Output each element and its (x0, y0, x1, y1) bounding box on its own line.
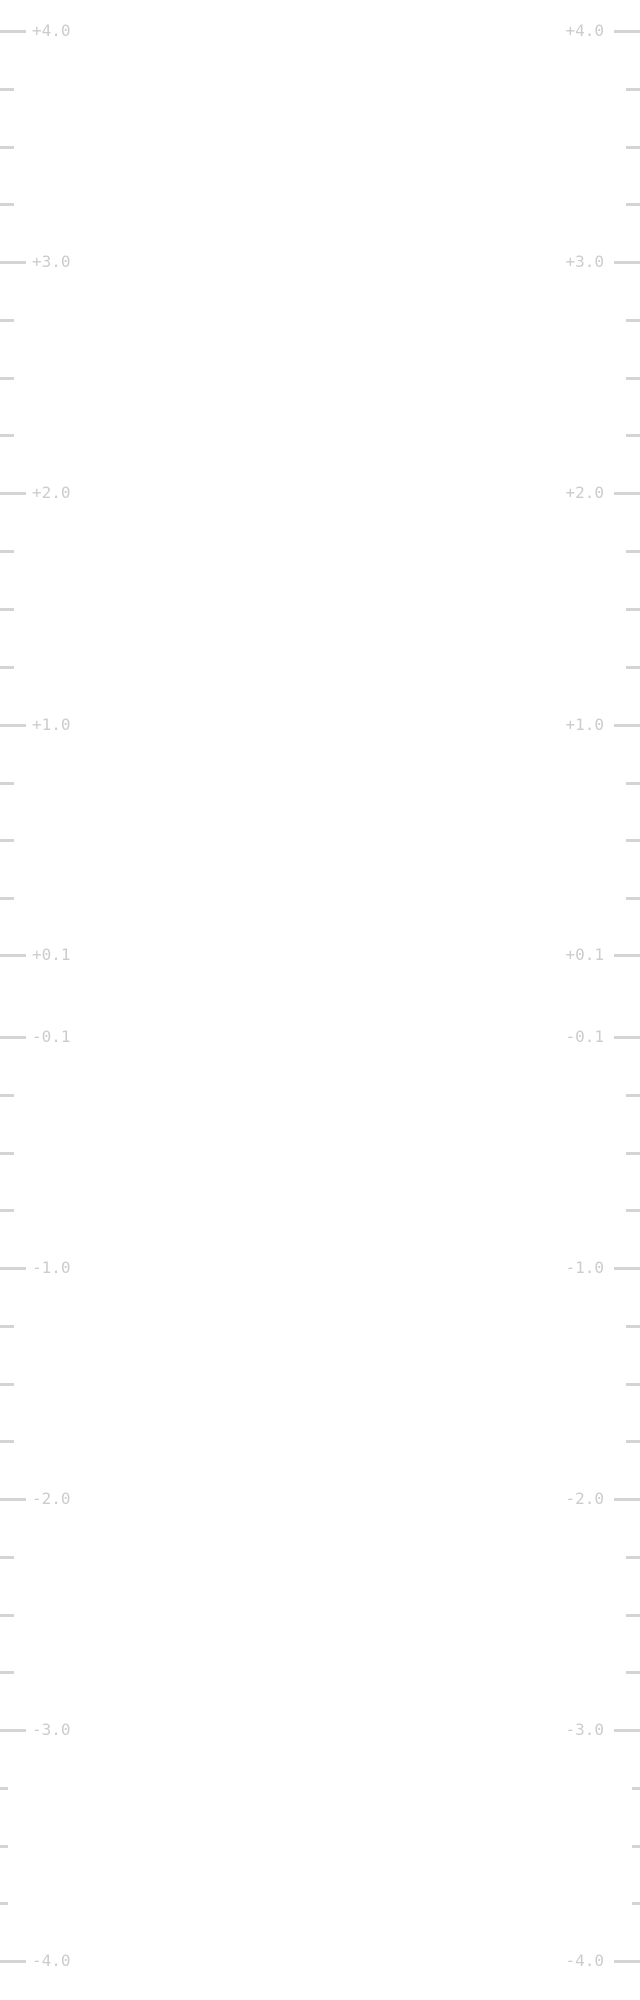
right-minor-tick (632, 1845, 640, 1848)
left-minor-tick (0, 1787, 8, 1790)
right-scale-label: -4.0 (565, 1951, 604, 1970)
left-minor-tick (0, 1671, 14, 1674)
right-minor-tick (626, 897, 640, 900)
right-minor-tick (626, 1325, 640, 1328)
right-minor-tick (626, 203, 640, 206)
right-minor-tick (626, 434, 640, 437)
left-minor-tick (0, 666, 14, 669)
left-minor-tick (0, 608, 14, 611)
left-scale-label: -4.0 (32, 1951, 71, 1970)
left-scale-label: +1.0 (32, 715, 71, 734)
left-minor-tick (0, 1440, 14, 1443)
right-major-tick (614, 261, 640, 264)
right-minor-tick (626, 1671, 640, 1674)
right-major-tick (614, 30, 640, 33)
right-minor-tick (632, 1902, 640, 1905)
left-major-tick (0, 1036, 26, 1039)
left-scale-label: +2.0 (32, 483, 71, 502)
right-minor-tick (626, 1383, 640, 1386)
right-scale-label: -3.0 (565, 1720, 604, 1739)
right-minor-tick (626, 1152, 640, 1155)
right-minor-tick (626, 1440, 640, 1443)
right-minor-tick (626, 666, 640, 669)
right-major-tick (614, 1498, 640, 1501)
right-minor-tick (626, 782, 640, 785)
left-scale-label: -3.0 (32, 1720, 71, 1739)
right-minor-tick (626, 319, 640, 322)
right-minor-tick (626, 608, 640, 611)
left-minor-tick (0, 550, 14, 553)
right-major-tick (614, 1036, 640, 1039)
right-major-tick (614, 1960, 640, 1963)
left-major-tick (0, 954, 26, 957)
left-major-tick (0, 492, 26, 495)
left-minor-tick (0, 146, 14, 149)
left-major-tick (0, 1267, 26, 1270)
right-minor-tick (626, 1556, 640, 1559)
right-minor-tick (626, 839, 640, 842)
left-minor-tick (0, 1325, 14, 1328)
right-minor-tick (626, 146, 640, 149)
left-scale-label: +4.0 (32, 21, 71, 40)
left-major-tick (0, 724, 26, 727)
right-minor-tick (626, 550, 640, 553)
left-minor-tick (0, 88, 14, 91)
right-major-tick (614, 1267, 640, 1270)
left-scale-label: -2.0 (32, 1489, 71, 1508)
left-minor-tick (0, 377, 14, 380)
right-scale-label: +0.1 (565, 945, 604, 964)
left-minor-tick (0, 1902, 8, 1905)
left-minor-tick (0, 897, 14, 900)
left-minor-tick (0, 1209, 14, 1212)
left-scale-label: -1.0 (32, 1258, 71, 1277)
left-minor-tick (0, 434, 14, 437)
left-minor-tick (0, 1614, 14, 1617)
left-major-tick (0, 261, 26, 264)
left-scale-label: +3.0 (32, 252, 71, 271)
right-scale-label: -2.0 (565, 1489, 604, 1508)
right-scale-label: +3.0 (565, 252, 604, 271)
left-minor-tick (0, 1383, 14, 1386)
left-scale-label: -0.1 (32, 1027, 71, 1046)
right-scale-label: -1.0 (565, 1258, 604, 1277)
left-minor-tick (0, 1845, 8, 1848)
left-major-tick (0, 1960, 26, 1963)
right-scale-label: +4.0 (565, 21, 604, 40)
left-minor-tick (0, 1152, 14, 1155)
right-minor-tick (626, 377, 640, 380)
left-major-tick (0, 30, 26, 33)
right-major-tick (614, 954, 640, 957)
left-minor-tick (0, 1094, 14, 1097)
right-scale-label: +1.0 (565, 715, 604, 734)
right-minor-tick (626, 88, 640, 91)
left-major-tick (0, 1729, 26, 1732)
left-minor-tick (0, 782, 14, 785)
right-major-tick (614, 492, 640, 495)
right-minor-tick (626, 1209, 640, 1212)
left-minor-tick (0, 1556, 14, 1559)
left-minor-tick (0, 839, 14, 842)
left-scale-label: +0.1 (32, 945, 71, 964)
right-minor-tick (626, 1094, 640, 1097)
right-major-tick (614, 1729, 640, 1732)
left-major-tick (0, 1498, 26, 1501)
right-minor-tick (632, 1787, 640, 1790)
right-major-tick (614, 724, 640, 727)
right-minor-tick (626, 1614, 640, 1617)
left-minor-tick (0, 319, 14, 322)
left-minor-tick (0, 203, 14, 206)
right-scale-label: +2.0 (565, 483, 604, 502)
right-scale-label: -0.1 (565, 1027, 604, 1046)
